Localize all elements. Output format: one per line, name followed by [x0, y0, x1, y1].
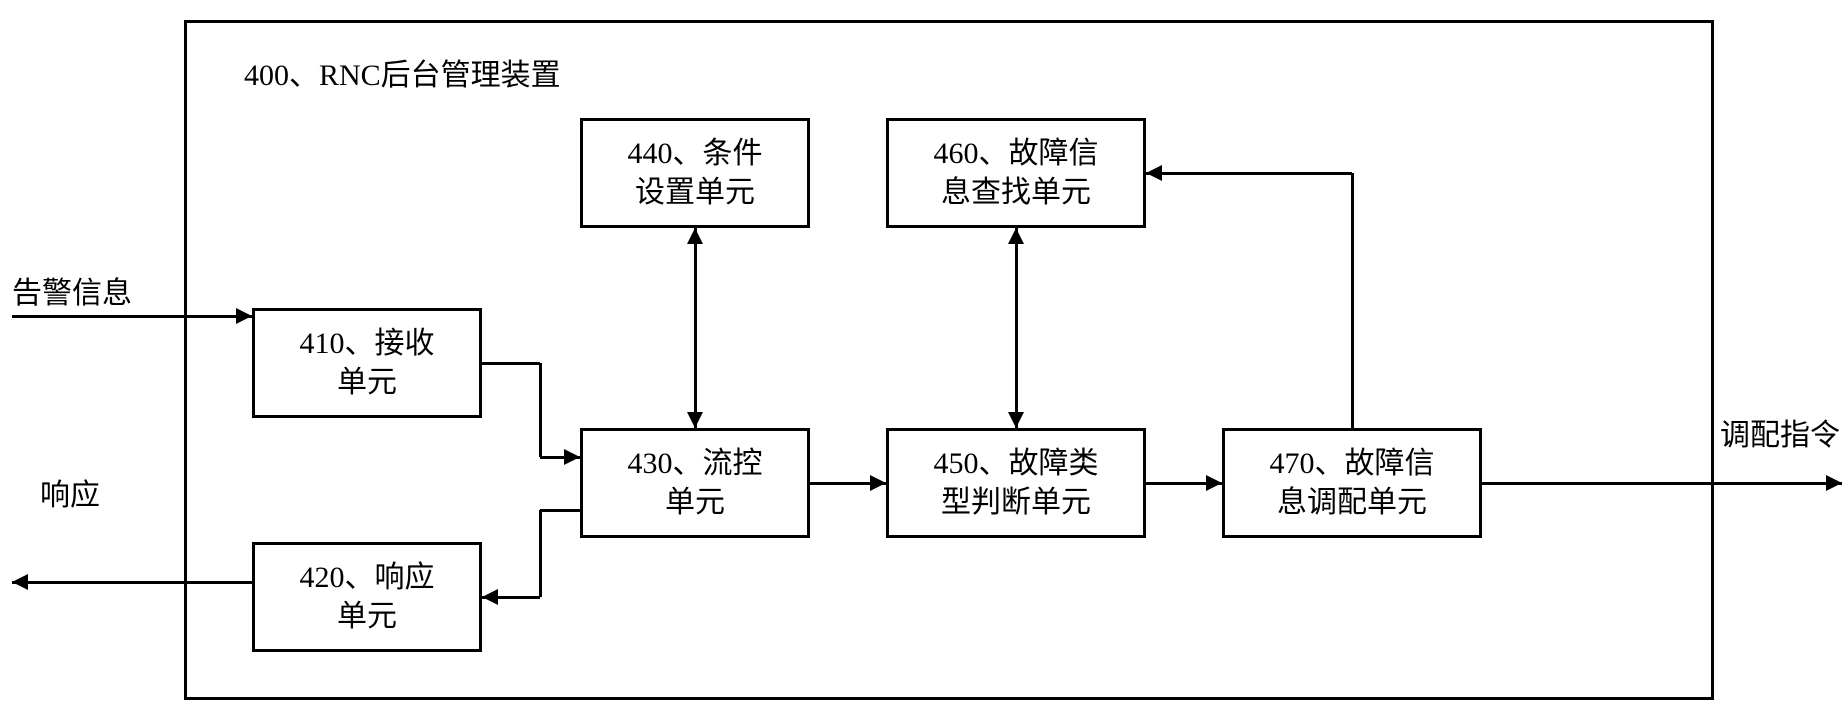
- edge-line: [1351, 173, 1354, 428]
- container-title: 400、RNC后台管理装置: [244, 50, 561, 94]
- node-n470: 470、故障信 息调配单元: [1222, 428, 1482, 538]
- edge-line: [1015, 228, 1018, 428]
- edge-arrow: [870, 475, 886, 491]
- node-n440: 440、条件 设置单元: [580, 118, 810, 228]
- edge-line: [539, 510, 542, 597]
- external-label-response: 响应: [40, 470, 100, 514]
- node-label-n470: 470、故障信 息调配单元: [1270, 444, 1435, 522]
- edge-arrow: [482, 589, 498, 605]
- edge-line: [539, 363, 542, 457]
- edge-arrow: [1008, 412, 1024, 428]
- external-label-dispatch_cmd: 调配指令: [1720, 410, 1840, 454]
- edge-line: [12, 581, 252, 584]
- edge-arrow: [1008, 228, 1024, 244]
- edge-arrow: [12, 574, 28, 590]
- edge-arrow: [564, 449, 580, 465]
- edge-line: [12, 315, 252, 318]
- node-label-n430: 430、流控 单元: [628, 444, 763, 522]
- node-n430: 430、流控 单元: [580, 428, 810, 538]
- node-n420: 420、响应 单元: [252, 542, 482, 652]
- edge-line: [540, 509, 580, 512]
- node-n460: 460、故障信 息查找单元: [886, 118, 1146, 228]
- node-n450: 450、故障类 型判断单元: [886, 428, 1146, 538]
- node-label-n440: 440、条件 设置单元: [628, 134, 763, 212]
- edge-arrow: [687, 412, 703, 428]
- external-label-alarm_info: 告警信息: [12, 268, 132, 312]
- node-label-n460: 460、故障信 息查找单元: [934, 134, 1099, 212]
- edge-line: [482, 362, 540, 365]
- node-n410: 410、接收 单元: [252, 308, 482, 418]
- edge-line: [1482, 482, 1842, 485]
- edge-arrow: [1826, 475, 1842, 491]
- edge-arrow: [687, 228, 703, 244]
- edge-line: [1146, 172, 1352, 175]
- edge-arrow: [1206, 475, 1222, 491]
- edge-arrow: [236, 308, 252, 324]
- node-label-n450: 450、故障类 型判断单元: [934, 444, 1099, 522]
- edge-line: [694, 228, 697, 428]
- node-label-n410: 410、接收 单元: [300, 324, 435, 402]
- node-label-n420: 420、响应 单元: [300, 558, 435, 636]
- edge-arrow: [1146, 165, 1162, 181]
